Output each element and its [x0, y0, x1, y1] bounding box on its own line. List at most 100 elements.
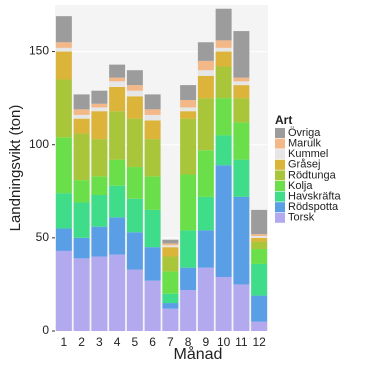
bar-segment — [73, 109, 90, 115]
bar-segment — [197, 60, 214, 71]
y-tick-label: 100 — [29, 137, 49, 151]
x-tick-label: 7 — [167, 335, 174, 349]
y-tick-label: 50 — [36, 230, 50, 244]
bar-segment — [144, 280, 161, 331]
legend-title: Art — [275, 113, 292, 127]
bar-segment — [233, 196, 250, 285]
bar-segment — [197, 70, 214, 76]
bar-segment — [73, 258, 90, 331]
x-tick-label: 1 — [61, 335, 68, 349]
legend-label: Rödtunga — [288, 169, 337, 181]
bar-segment — [126, 269, 143, 331]
bar-segment — [73, 237, 90, 259]
bar-segment — [126, 198, 143, 233]
legend-swatch — [275, 128, 285, 138]
bar-segment — [197, 42, 214, 61]
x-tick-label: 5 — [132, 335, 139, 349]
bar-segment — [55, 228, 72, 251]
bar-segment — [91, 176, 108, 196]
bar-segment — [91, 111, 108, 140]
legend-swatch — [275, 202, 285, 213]
bar-segment — [197, 150, 214, 197]
bar-segment — [215, 47, 232, 52]
bar-segment — [109, 254, 126, 331]
bar-segment — [215, 51, 232, 67]
legend-label: Marulk — [288, 138, 322, 150]
legend-label: Torsk — [288, 212, 315, 224]
bar-segment — [73, 114, 90, 119]
bar-segment — [162, 245, 179, 248]
bar-segment — [162, 256, 179, 272]
bar-segment — [251, 321, 268, 331]
bar-segment — [233, 159, 250, 197]
bar-segment — [215, 276, 232, 331]
y-tick-label: 150 — [29, 44, 49, 58]
bar-segment — [215, 8, 232, 41]
bar-segment — [215, 135, 232, 166]
bar-segment — [144, 176, 161, 210]
x-tick-label: 8 — [185, 335, 192, 349]
bar-segment — [180, 118, 197, 175]
legend-swatch — [275, 170, 285, 181]
bar-segment — [55, 16, 72, 43]
bar-segment — [180, 107, 197, 112]
bar-segment — [73, 133, 90, 181]
bar-segment — [126, 85, 143, 91]
bar-segment — [109, 64, 126, 78]
bar-segment — [215, 165, 232, 277]
bar-segment — [162, 247, 179, 257]
bar-segment — [144, 209, 161, 248]
x-tick-label: 2 — [78, 335, 85, 349]
legend-swatch — [275, 191, 285, 202]
bar-segment — [233, 122, 250, 160]
legend-label: Kolja — [288, 180, 313, 192]
bar-segment — [162, 243, 179, 246]
x-tick-label: 4 — [114, 335, 121, 349]
x-tick-label: 10 — [217, 335, 231, 349]
bar-segment — [91, 226, 108, 257]
bar-segment — [144, 109, 161, 115]
bar-segment — [91, 195, 108, 227]
bar-segment — [197, 230, 214, 268]
bar-segment — [144, 114, 161, 121]
x-tick-label: 11 — [235, 335, 248, 349]
bar-segment — [109, 185, 126, 218]
bar-segment — [197, 75, 214, 99]
legend-swatch — [275, 212, 285, 223]
bar-segment — [91, 139, 108, 177]
bar-segment — [233, 77, 250, 82]
bar-segment — [126, 232, 143, 270]
bar-segment — [109, 77, 126, 82]
bar-segment — [55, 79, 72, 138]
bar-segment — [215, 66, 232, 99]
legend-label: Rödspotta — [288, 201, 339, 213]
bar-segment — [126, 96, 143, 119]
bar-segment — [91, 256, 108, 331]
bar-segment — [251, 237, 268, 242]
bar-segment — [251, 235, 268, 238]
bar-segment — [162, 308, 179, 331]
bar-segment — [197, 98, 214, 151]
x-tick-label: 9 — [203, 335, 210, 349]
bar-segment — [251, 263, 268, 296]
bar-segment — [109, 81, 126, 87]
x-axis-title: Månad — [174, 345, 223, 363]
bar-segment — [55, 47, 72, 52]
bar-segment — [55, 51, 72, 80]
bar-segment — [215, 98, 232, 136]
bar-segment — [180, 111, 197, 119]
legend-label: Havskräfta — [288, 191, 341, 203]
bar-segment — [73, 202, 90, 238]
bar-segment — [162, 293, 179, 304]
bar-segment — [91, 107, 108, 112]
x-tick-label: 12 — [252, 335, 266, 349]
bar-segment — [91, 103, 108, 108]
bar-segment — [251, 249, 268, 264]
bar-segment — [144, 120, 161, 140]
bar-segment — [233, 31, 250, 78]
x-tick-label: 6 — [149, 335, 156, 349]
bar-segment — [162, 303, 179, 309]
bar-segment — [109, 159, 126, 186]
bar-segment — [109, 86, 126, 112]
